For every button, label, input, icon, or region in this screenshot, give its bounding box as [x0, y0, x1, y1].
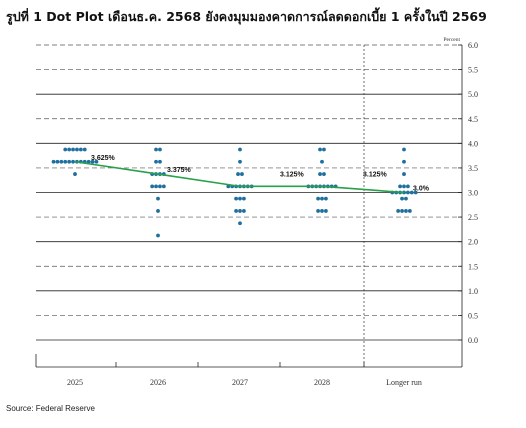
projection-dot [67, 159, 72, 164]
projection-dot [90, 159, 95, 164]
y-tick-label: 6.0 [468, 41, 478, 50]
y-tick-label: 3.5 [468, 164, 478, 173]
y-tick-label: 2.5 [468, 213, 478, 222]
projection-dot [242, 209, 246, 213]
y-tick-label: 0.0 [468, 336, 478, 345]
projection-dot [404, 209, 408, 213]
projection-dot [318, 172, 322, 176]
projection-dot [234, 209, 239, 213]
projection-dot [158, 147, 162, 152]
projection-dot [240, 172, 244, 176]
projection-dot [75, 147, 79, 152]
projection-dot [324, 209, 328, 213]
projection-dot [413, 190, 418, 195]
projection-dot [154, 184, 158, 189]
x-tick-label: 2028 [314, 378, 330, 387]
projection-dot [59, 159, 64, 164]
projection-dot [51, 159, 56, 164]
projection-dot [71, 159, 75, 164]
projection-dot [320, 209, 324, 213]
projection-dot [71, 147, 75, 152]
projection-dot [398, 184, 402, 189]
y-tick-label: 1.5 [468, 262, 478, 271]
chart-title: รูปที่ 1 Dot Plot เดือนธ.ค. 2568 ยังคงมุ… [6, 9, 487, 24]
projection-dot [409, 190, 414, 195]
x-tick-label: 2025 [67, 378, 83, 387]
x-tick-label: 2026 [150, 378, 166, 387]
dot-plot-chart: 0.0 0.5 1.0 1.5 2.0 2.5 3.0 3.5 4.0 4.5 5.0 5.5 6.0 P… [35, 37, 478, 387]
projection-dot [402, 147, 406, 152]
projection-dot [234, 196, 239, 201]
projection-dot [78, 147, 83, 152]
y-tick-label: 4.0 [468, 139, 478, 148]
projection-dot [322, 147, 326, 152]
projection-dot [396, 209, 401, 213]
x-tick-label: Longer run [386, 378, 422, 387]
projection-dot [316, 209, 320, 213]
projection-dot [82, 147, 87, 152]
y-tick-label: 5.0 [468, 90, 478, 99]
projection-dot [320, 196, 324, 201]
projection-dot [404, 196, 408, 201]
x-tick-label: 2027 [232, 378, 248, 387]
projection-dot [400, 196, 404, 201]
y-tick-label: 1.0 [468, 287, 478, 296]
projection-dot [322, 172, 326, 176]
projection-dot [63, 147, 68, 152]
median-label: 3.125% [363, 171, 388, 178]
median-label: 3.125% [280, 171, 305, 178]
projection-dot [316, 196, 320, 201]
projection-dot [73, 172, 77, 176]
projection-dot [406, 184, 410, 189]
median-label: 3.0% [413, 186, 430, 193]
projection-dot [154, 159, 158, 164]
projection-dot [238, 147, 242, 152]
y-tick-label: 5.5 [468, 66, 478, 75]
projection-dot [236, 172, 240, 176]
median-label: 3.625% [91, 155, 116, 162]
projection-dot [156, 209, 160, 213]
median-label: 3.375% [167, 167, 192, 174]
projection-dot [156, 196, 160, 201]
projection-dot [63, 159, 68, 164]
projection-dot [238, 221, 242, 226]
projection-dot [55, 159, 60, 164]
projection-dot [242, 196, 246, 201]
projection-dot [158, 184, 162, 189]
projection-dot [161, 184, 166, 189]
projection-dot [320, 159, 324, 164]
projection-dot [154, 147, 158, 152]
projection-dot [402, 172, 406, 176]
projection-dot [158, 159, 162, 164]
projection-dot [324, 196, 328, 201]
projection-dot [402, 159, 406, 164]
y-unit-label: Percent [444, 37, 461, 43]
projection-dot [238, 159, 242, 164]
y-tick-label: 0.5 [468, 311, 478, 320]
projection-dot [238, 196, 242, 201]
median-line [74, 160, 405, 194]
projection-dot [156, 233, 160, 238]
y-tick-label: 3.0 [468, 189, 478, 198]
y-tick-label: 2.0 [468, 238, 478, 247]
source-note: Source: Federal Reserve [6, 404, 95, 413]
projection-dot [67, 147, 72, 152]
projection-dot [407, 209, 412, 213]
projection-dot [402, 184, 406, 189]
projection-dot [150, 184, 155, 189]
projection-dot [238, 209, 242, 213]
y-tick-label: 4.5 [468, 115, 478, 124]
projection-dot [406, 190, 410, 195]
projection-dot [318, 147, 322, 152]
projection-dot [400, 209, 404, 213]
projection-dot [94, 159, 99, 164]
projection-dot [86, 159, 91, 164]
